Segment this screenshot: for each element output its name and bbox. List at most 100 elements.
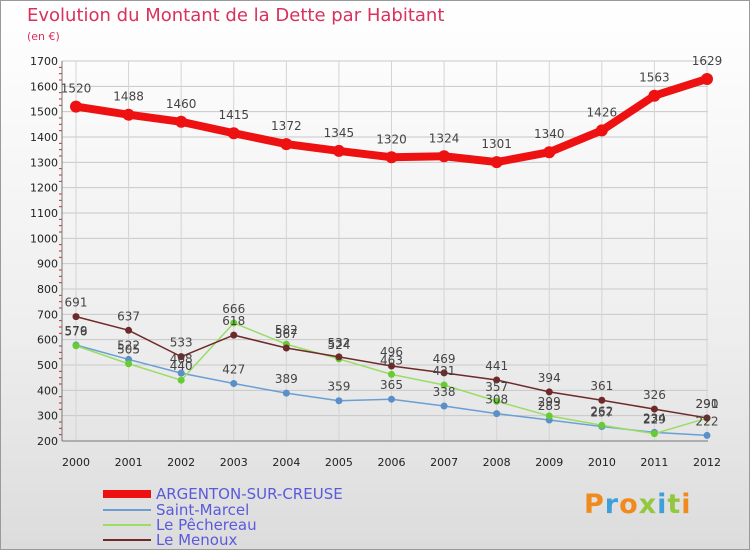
legend-label: Le Pêchereau [156, 516, 257, 534]
logo-letter: t [667, 489, 682, 520]
data-point [72, 342, 80, 350]
data-label: 359 [327, 380, 350, 394]
data-label: 1520 [61, 82, 92, 96]
data-point [388, 370, 395, 378]
data-label: 463 [380, 353, 403, 367]
data-point [125, 326, 133, 334]
data-point [388, 395, 395, 403]
logo-letter: i [657, 489, 668, 520]
data-label: 524 [327, 338, 350, 352]
data-label: 469 [433, 352, 456, 366]
data-point [230, 331, 238, 339]
x-tick-label: 2007 [430, 456, 458, 469]
data-point [493, 397, 501, 405]
data-point [650, 405, 658, 413]
data-point [440, 402, 448, 410]
data-point [598, 396, 606, 404]
data-point [545, 412, 553, 420]
data-point [230, 379, 238, 387]
data-label: 1426 [587, 105, 618, 119]
chart-unit-label: (en €) [27, 30, 60, 43]
y-tick-label: 1400 [30, 131, 58, 144]
data-label: 427 [222, 362, 245, 376]
data-point [177, 353, 185, 361]
legend-label: ARGENTON-SUR-CREUSE [156, 485, 343, 503]
data-point [493, 410, 501, 418]
x-tick-label: 2006 [378, 456, 406, 469]
y-tick-label: 300 [37, 410, 58, 423]
data-label: 441 [485, 359, 508, 373]
data-label: 365 [380, 378, 403, 392]
data-label: 1563 [639, 71, 670, 85]
data-point [438, 150, 451, 163]
logo-letter: o [619, 489, 639, 520]
data-label: 1320 [376, 132, 407, 146]
data-label: 308 [485, 393, 508, 407]
logo-letter: i [681, 489, 692, 520]
data-label: 389 [275, 372, 298, 386]
data-point [598, 421, 606, 429]
data-point [703, 431, 711, 439]
data-label: 361 [590, 379, 613, 393]
y-tick-label: 200 [37, 435, 58, 448]
legend-label: Saint-Marcel [156, 501, 249, 519]
data-label: 1629 [692, 54, 723, 68]
data-point [282, 389, 290, 397]
y-tick-label: 1700 [30, 55, 58, 68]
data-point [388, 362, 395, 370]
x-tick-label: 2011 [640, 456, 668, 469]
data-point [543, 146, 556, 159]
data-label: 290 [696, 397, 719, 411]
data-point [440, 381, 448, 389]
data-point [701, 72, 713, 85]
data-point [595, 124, 608, 137]
x-tick-label: 2003 [220, 456, 248, 469]
data-point [650, 430, 658, 438]
data-label: 496 [380, 345, 403, 359]
data-label: 1345 [324, 126, 355, 140]
data-label: 567 [275, 327, 298, 341]
y-tick-label: 1300 [30, 156, 58, 169]
data-label: 666 [222, 302, 245, 316]
data-point [177, 376, 185, 384]
y-tick-label: 1500 [30, 106, 58, 119]
data-label: 440 [170, 359, 193, 373]
y-tick-label: 700 [37, 308, 58, 321]
data-label: 691 [65, 296, 88, 310]
data-point [175, 115, 188, 128]
data-point [280, 138, 293, 151]
data-point [440, 369, 448, 377]
logo-letter: x [638, 489, 658, 520]
data-point [177, 369, 185, 377]
x-tick-label: 2010 [588, 456, 616, 469]
y-tick-label: 500 [37, 359, 58, 372]
x-tick-label: 2000 [62, 456, 90, 469]
data-point [282, 344, 290, 352]
data-point [545, 388, 553, 396]
data-label: 283 [538, 399, 561, 413]
data-point [72, 313, 80, 321]
data-label: 338 [433, 385, 456, 399]
data-label: 1372 [271, 119, 302, 133]
x-tick-label: 2008 [483, 456, 511, 469]
data-label: 576 [65, 325, 88, 339]
x-tick-label: 2004 [272, 456, 300, 469]
legend-label: Le Menoux [156, 531, 237, 549]
x-tick-label: 2005 [325, 456, 353, 469]
data-label: 532 [327, 336, 350, 350]
y-tick-label: 400 [37, 384, 58, 397]
y-tick-label: 1200 [30, 182, 58, 195]
data-label: 394 [538, 371, 561, 385]
logo-letter: P [584, 489, 605, 520]
data-label: 229 [643, 413, 666, 427]
data-label: 533 [170, 336, 193, 350]
data-label: 582 [275, 323, 298, 337]
data-label: 262 [590, 404, 613, 418]
data-point [703, 414, 711, 422]
data-point [70, 100, 82, 113]
data-point [335, 397, 343, 405]
y-tick-label: 900 [37, 258, 58, 271]
proxiti-logo: Proxiti [584, 489, 692, 520]
data-label: 637 [117, 309, 140, 323]
